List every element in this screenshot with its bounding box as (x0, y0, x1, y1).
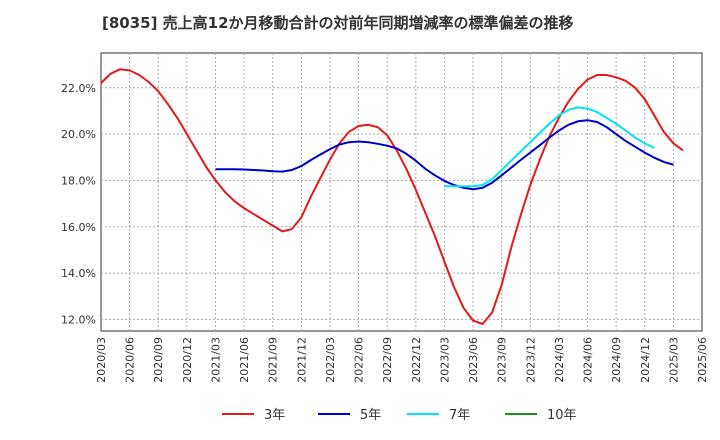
grid-layer (100, 52, 703, 332)
x-tick-label: 2024/09 (610, 337, 623, 383)
x-tick-label: 2020/06 (124, 337, 137, 383)
x-tick-label: 2023/03 (438, 337, 451, 383)
x-tick-label: 2020/12 (181, 337, 194, 383)
x-tick-label: 2024/03 (553, 337, 566, 383)
axis-layer: 12.0% 14.0% 16.0% 18.0% 20.0% 22.0% 2020/03 202… (61, 82, 709, 383)
legend-label: 5年 (360, 408, 381, 423)
series-line-3年 (100, 68, 684, 325)
x-tick-label: 2021/12 (295, 337, 308, 383)
y-tick-label: 18.0% (61, 174, 96, 187)
x-tick-label: 2024/06 (582, 337, 595, 383)
x-tick-label: 2021/03 (209, 337, 222, 383)
x-tick-label: 2022/12 (410, 337, 423, 383)
chart-title: [8035] 売上高12か月移動合計の対前年同期増減率の標準偏差の推移 (102, 14, 574, 32)
x-tick-label: 2021/09 (267, 337, 280, 383)
legend-label: 10年 (547, 408, 577, 423)
legend-label: 7年 (449, 408, 470, 423)
y-tick-label: 16.0% (61, 221, 96, 234)
x-tick-label: 2021/06 (238, 337, 251, 383)
x-tick-label: 2022/09 (381, 337, 394, 383)
y-tick-label: 20.0% (61, 128, 96, 141)
x-tick-label: 2023/09 (496, 337, 509, 383)
series-line-5年 (215, 119, 674, 191)
x-tick-label: 2022/03 (324, 337, 337, 383)
x-tick-label: 2024/12 (639, 337, 652, 383)
x-tick-label: 2020/03 (95, 337, 108, 383)
y-tick-label: 22.0% (61, 82, 96, 95)
x-tick-label: 2020/09 (152, 337, 165, 383)
plot-frame (100, 52, 703, 332)
x-tick-label: 2023/12 (524, 337, 537, 383)
y-tick-label: 12.0% (61, 313, 96, 326)
legend-label: 3年 (264, 408, 285, 423)
legend: 3年 5年 7年 10年 (222, 408, 577, 423)
series-layer (100, 68, 684, 325)
series-line-7年 (444, 106, 655, 188)
y-tick-label: 14.0% (61, 267, 96, 280)
x-tick-label: 2025/03 (667, 337, 680, 383)
x-tick-label: 2023/06 (467, 337, 480, 383)
x-tick-label: 2025/06 (696, 337, 709, 383)
x-tick-label: 2022/06 (353, 337, 366, 383)
